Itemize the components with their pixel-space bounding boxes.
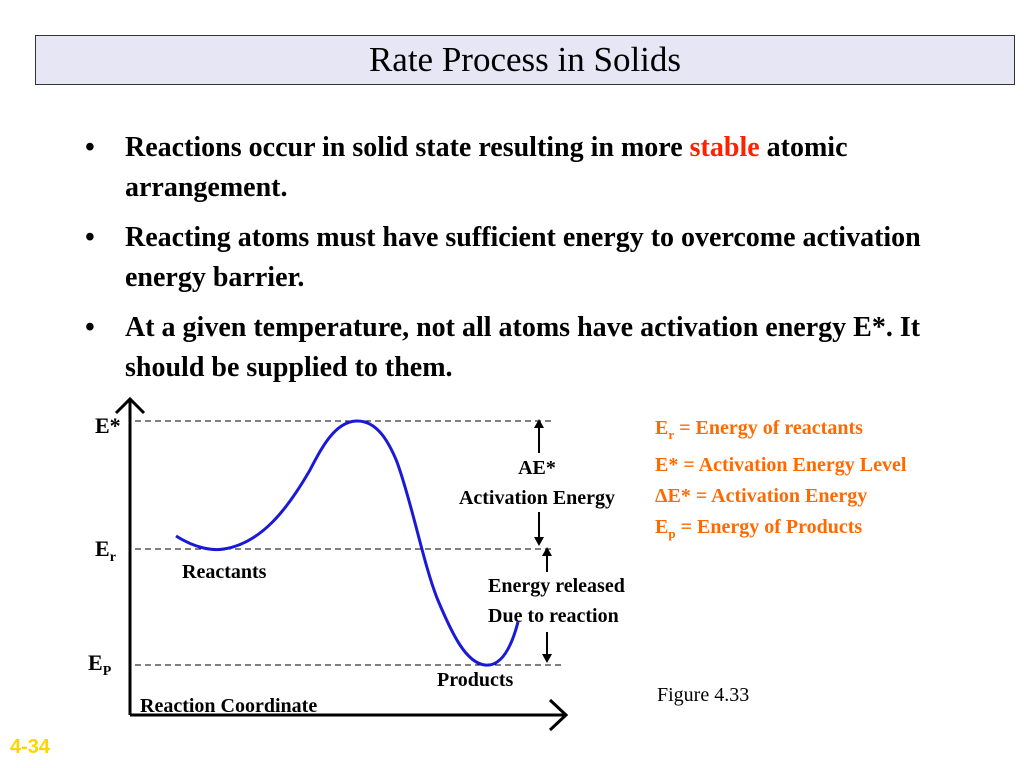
activation-symbol-label: AE* <box>518 457 556 479</box>
activation-arrowhead-down <box>534 537 544 546</box>
legend-item: Er = Energy of reactants <box>655 417 863 442</box>
due-to-reaction-label: Due to reaction <box>488 605 619 627</box>
bullet-text: Reactions occur in solid state resulting… <box>125 132 690 163</box>
activation-arrowhead-up <box>534 419 544 428</box>
bullet-text: At a given temperature, not all atoms ha… <box>125 312 921 383</box>
title-box: Rate Process in Solids <box>35 35 1015 85</box>
x-axis-arrowhead <box>548 698 569 732</box>
energy-curve <box>175 419 520 667</box>
x-axis-label: Reaction Coordinate <box>140 695 317 717</box>
energy-released-label: Energy released <box>488 575 625 597</box>
activation-energy-label: Activation Energy <box>459 487 615 509</box>
bullet-item: • Reacting atoms must have sufficient en… <box>85 218 945 298</box>
reactants-label: Reactants <box>182 561 267 583</box>
slide-title: Rate Process in Solids <box>368 40 682 79</box>
e-star-label: E* <box>95 413 121 438</box>
released-arrowhead-up <box>542 547 552 556</box>
bullet-dot-icon: • <box>85 222 95 253</box>
bullet-item: • Reactions occur in solid state resulti… <box>85 128 945 208</box>
bullet-item: • At a given temperature, not all atoms … <box>85 308 945 388</box>
e-p-label: EP <box>88 650 112 679</box>
y-axis-arrowhead <box>114 396 146 415</box>
bullet-text: Reacting atoms must have sufficient ener… <box>125 222 921 293</box>
legend: Er = Energy of reactants E* = Activation… <box>655 413 906 549</box>
legend-item: Ep = Energy of Products <box>655 516 863 541</box>
products-label: Products <box>437 669 514 691</box>
e-r-label: Er <box>95 536 116 565</box>
legend-item: E* = Activation Energy Level <box>655 454 907 476</box>
bullet-highlight: stable <box>689 132 760 163</box>
legend-item: ΔE* = Activation Energy <box>655 485 868 507</box>
bullet-list: • Reactions occur in solid state resulti… <box>85 128 945 398</box>
slide-number: 4-34 <box>10 736 51 758</box>
figure-caption: Figure 4.33 <box>657 684 750 706</box>
bullet-text-post: atomic arrangement. <box>125 132 848 203</box>
bullet-dot-icon: • <box>85 132 95 163</box>
released-arrowhead-down <box>542 654 552 663</box>
bullet-dot-icon: • <box>85 312 95 343</box>
